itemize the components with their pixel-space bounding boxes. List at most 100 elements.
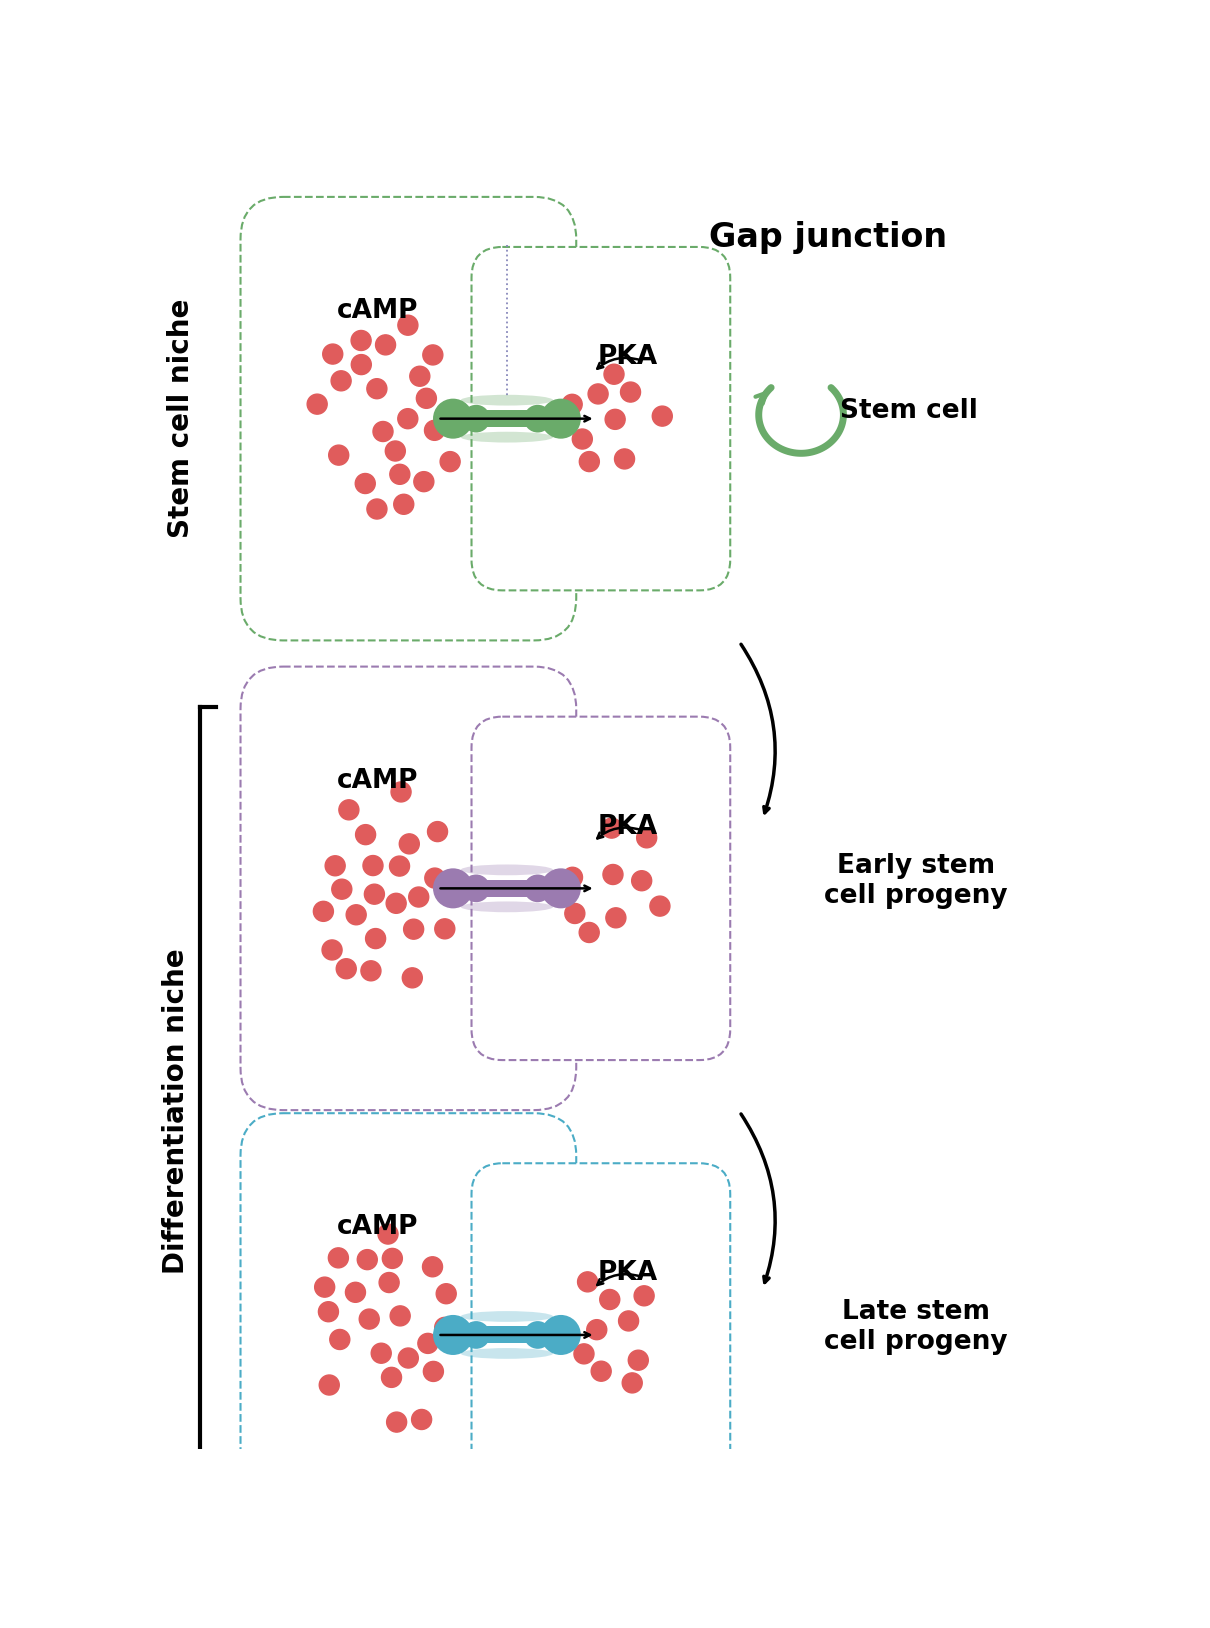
Circle shape xyxy=(357,1250,378,1270)
Circle shape xyxy=(315,1276,335,1298)
Circle shape xyxy=(329,444,348,466)
Circle shape xyxy=(375,335,396,355)
Circle shape xyxy=(440,451,460,472)
Ellipse shape xyxy=(524,405,552,433)
Circle shape xyxy=(600,1289,620,1309)
Ellipse shape xyxy=(500,410,514,427)
Circle shape xyxy=(615,449,634,469)
Ellipse shape xyxy=(433,1315,473,1354)
FancyBboxPatch shape xyxy=(254,1127,563,1543)
Circle shape xyxy=(592,1361,611,1381)
Circle shape xyxy=(434,918,455,939)
Circle shape xyxy=(427,822,448,842)
Circle shape xyxy=(416,389,437,409)
Circle shape xyxy=(634,1286,655,1306)
Circle shape xyxy=(318,1302,339,1322)
Circle shape xyxy=(650,895,670,917)
Circle shape xyxy=(371,1343,391,1363)
Circle shape xyxy=(382,1249,403,1268)
Circle shape xyxy=(332,371,351,391)
Circle shape xyxy=(572,430,593,449)
Ellipse shape xyxy=(541,868,581,908)
FancyBboxPatch shape xyxy=(478,254,724,583)
Circle shape xyxy=(636,827,657,848)
Text: PKA: PKA xyxy=(598,344,658,370)
FancyBboxPatch shape xyxy=(485,731,716,1047)
Circle shape xyxy=(606,908,626,928)
Circle shape xyxy=(393,495,414,514)
Ellipse shape xyxy=(462,405,490,433)
Circle shape xyxy=(618,1311,639,1332)
Circle shape xyxy=(378,1224,398,1244)
Circle shape xyxy=(424,1361,443,1382)
Text: Early stem
cell progeny: Early stem cell progeny xyxy=(824,853,1008,908)
Circle shape xyxy=(367,500,387,519)
Ellipse shape xyxy=(461,902,553,912)
Circle shape xyxy=(425,420,444,440)
Circle shape xyxy=(603,864,623,884)
Text: Late stem
cell progeny: Late stem cell progeny xyxy=(824,1299,1008,1354)
Circle shape xyxy=(414,472,434,492)
Circle shape xyxy=(387,1411,407,1433)
FancyBboxPatch shape xyxy=(485,260,716,576)
Bar xyxy=(445,410,569,427)
Circle shape xyxy=(404,920,424,939)
Circle shape xyxy=(345,1283,365,1302)
Ellipse shape xyxy=(461,431,553,443)
FancyBboxPatch shape xyxy=(241,1114,576,1556)
Circle shape xyxy=(390,1306,410,1325)
Circle shape xyxy=(346,905,367,925)
Ellipse shape xyxy=(500,881,514,895)
Circle shape xyxy=(621,383,640,402)
Circle shape xyxy=(652,405,673,427)
FancyBboxPatch shape xyxy=(241,197,576,640)
FancyBboxPatch shape xyxy=(247,1120,569,1550)
Circle shape xyxy=(323,344,342,365)
Text: Gap junction: Gap junction xyxy=(709,221,946,254)
Circle shape xyxy=(361,961,381,980)
Circle shape xyxy=(398,316,417,335)
Text: Differentiation niche: Differentiation niche xyxy=(162,949,190,1275)
Circle shape xyxy=(409,887,428,907)
Ellipse shape xyxy=(461,1311,553,1322)
Circle shape xyxy=(391,781,411,803)
Circle shape xyxy=(319,1376,339,1395)
Circle shape xyxy=(336,959,356,978)
Circle shape xyxy=(359,1309,379,1328)
Circle shape xyxy=(434,1317,455,1337)
Text: cAMP: cAMP xyxy=(336,1214,419,1241)
FancyBboxPatch shape xyxy=(241,666,576,1110)
FancyBboxPatch shape xyxy=(254,681,563,1096)
Circle shape xyxy=(563,394,582,415)
Ellipse shape xyxy=(541,399,581,438)
Circle shape xyxy=(577,1271,598,1293)
Circle shape xyxy=(580,923,599,943)
Circle shape xyxy=(365,928,386,949)
Circle shape xyxy=(605,409,626,430)
Circle shape xyxy=(398,1348,419,1368)
Circle shape xyxy=(330,1330,350,1350)
Text: cAMP: cAMP xyxy=(336,767,419,793)
Ellipse shape xyxy=(461,1348,553,1359)
Ellipse shape xyxy=(433,399,473,438)
Circle shape xyxy=(307,394,327,414)
FancyBboxPatch shape xyxy=(472,716,730,1060)
Circle shape xyxy=(399,834,420,853)
Circle shape xyxy=(422,345,443,365)
Ellipse shape xyxy=(500,1327,514,1343)
Ellipse shape xyxy=(462,874,490,902)
Circle shape xyxy=(379,1273,399,1293)
Circle shape xyxy=(601,819,622,838)
Circle shape xyxy=(325,856,345,876)
Ellipse shape xyxy=(541,1315,581,1354)
Circle shape xyxy=(402,967,422,988)
Circle shape xyxy=(390,464,410,484)
Circle shape xyxy=(580,451,599,472)
Circle shape xyxy=(367,379,387,399)
Circle shape xyxy=(373,422,393,441)
Ellipse shape xyxy=(433,868,473,908)
Ellipse shape xyxy=(524,874,552,902)
Circle shape xyxy=(356,825,375,845)
Circle shape xyxy=(436,1284,456,1304)
Text: Stem cell: Stem cell xyxy=(840,397,978,423)
